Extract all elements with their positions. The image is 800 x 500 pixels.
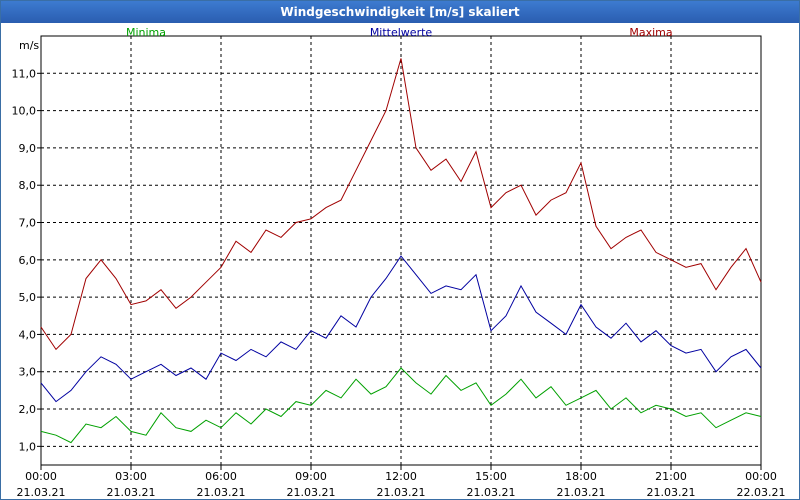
legend-mittelwerte: Mittelwerte — [370, 26, 433, 39]
x-tick-time-label: 00:00 — [745, 470, 777, 483]
x-tick-time-label: 06:00 — [205, 470, 237, 483]
x-tick-time-label: 12:00 — [385, 470, 417, 483]
x-tick-date-label: 21.03.21 — [377, 486, 426, 499]
plot-area — [40, 35, 762, 466]
x-tick-time-label: 15:00 — [475, 470, 507, 483]
series-line-mittelwerte — [40, 255, 762, 403]
x-tick-time-label: 21:00 — [655, 470, 687, 483]
series-line-minima — [40, 367, 762, 444]
x-tick-date-label: 22.03.21 — [737, 486, 786, 499]
legend-minima: Minima — [126, 26, 166, 39]
y-tick-label: 8,0 — [19, 179, 37, 192]
x-tick-date-label: 21.03.21 — [557, 486, 606, 499]
y-tick-label: 9,0 — [19, 142, 37, 155]
y-tick-label: 7,0 — [19, 217, 37, 230]
x-axis: 00:00 21.03.21 03:00 21.03.21 06:00 21.03.21 0… — [17, 465, 786, 499]
x-tick-time-label: 03:00 — [115, 470, 147, 483]
y-tick-label: 3,0 — [19, 366, 37, 379]
window-title: Windgeschwindigkeit [m/s] skaliert — [1, 1, 799, 23]
y-tick-label: 10,0 — [12, 105, 37, 118]
y-tick-label: 1,0 — [19, 440, 37, 453]
x-tick-date-label: 21.03.21 — [647, 486, 696, 499]
y-axis-label: m/s — [19, 39, 39, 52]
y-tick-label: 5,0 — [19, 291, 37, 304]
series-lines — [40, 58, 762, 444]
y-tick-label: 4,0 — [19, 328, 37, 341]
y-axis: 1,0 2,0 3,0 4,0 5,0 6,0 7,0 8,0 9,0 10,0 11,0 — [12, 67, 41, 453]
x-tick-date-label: 21.03.21 — [107, 486, 156, 499]
y-tick-label: 6,0 — [19, 254, 37, 267]
legend-maxima: Maxima — [629, 26, 672, 39]
chart-canvas: 1,0 2,0 3,0 4,0 5,0 6,0 7,0 8,0 9,0 10,0 11,0 00:0… — [12, 26, 786, 499]
x-tick-time-label: 00:00 — [25, 470, 57, 483]
x-tick-time-label: 09:00 — [295, 470, 327, 483]
y-tick-label: 11,0 — [12, 67, 37, 80]
x-tick-date-label: 21.03.21 — [467, 486, 516, 499]
y-tick-label: 2,0 — [19, 403, 37, 416]
x-tick-date-label: 21.03.21 — [287, 486, 336, 499]
series-line-maxima — [40, 58, 762, 351]
x-tick-time-label: 18:00 — [565, 470, 597, 483]
grid-lines — [41, 36, 761, 465]
x-tick-date-label: 21.03.21 — [197, 486, 246, 499]
x-tick-date-label: 21.03.21 — [17, 486, 66, 499]
